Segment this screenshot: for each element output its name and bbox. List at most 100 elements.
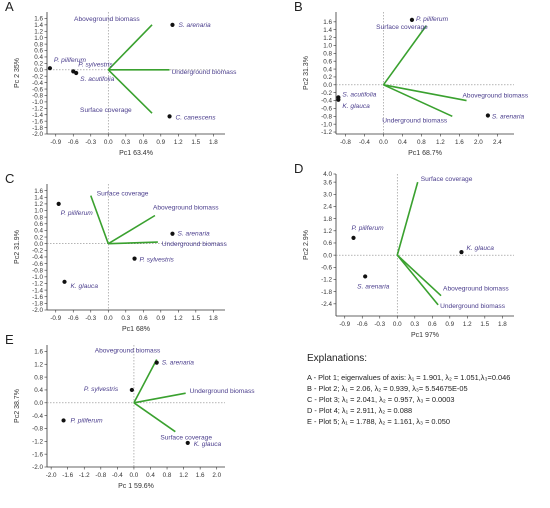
- x-tick-label: 0.0: [393, 321, 402, 328]
- x-tick-label: -0.9: [339, 321, 350, 328]
- y-tick-label: 0.2: [323, 74, 332, 81]
- panel-b-letter: B: [294, 0, 303, 14]
- vector-line: [107, 69, 153, 114]
- y-tick-label: 1.6: [34, 188, 43, 195]
- y-tick-label: -1.2: [32, 106, 43, 113]
- x-tick-label: -0.8: [95, 472, 106, 479]
- vector-line: [383, 84, 467, 102]
- data-point: [459, 250, 464, 255]
- y-tick-label: -1.2: [321, 129, 332, 136]
- y-tick-label: 1.4: [34, 194, 43, 201]
- vector-line: [133, 359, 158, 404]
- x-tick-label: 0.9: [156, 139, 165, 146]
- y-tick-label: 0.0: [34, 400, 43, 407]
- point-label: P. sylvestris: [84, 386, 119, 393]
- y-tick-label: -0.8: [32, 426, 43, 433]
- y-tick-label: 1.2: [323, 35, 332, 42]
- vector-label: Aboveground biomass: [153, 205, 219, 212]
- y-tick-label: 3.6: [323, 179, 332, 186]
- x-axis-title: Pc1 97%: [411, 332, 439, 339]
- x-tick-label: -0.4: [359, 139, 370, 146]
- vector-label: Surface coverage: [160, 435, 212, 442]
- data-point: [62, 279, 67, 284]
- vector-line: [382, 25, 427, 86]
- explanations-title: Explanations:: [307, 353, 367, 364]
- point-label: P. sylvestris: [140, 257, 175, 264]
- x-tick-label: -0.6: [68, 315, 79, 322]
- y-tick-label: -1.2: [32, 281, 43, 288]
- x-tick-label: 1.2: [174, 139, 183, 146]
- y-tick-label: 0.6: [34, 221, 43, 228]
- y-tick-label: 0.8: [34, 374, 43, 381]
- data-point: [336, 97, 341, 102]
- explanation-line-b: B - Plot 2; λ₁ = 2.06, λ₂ = 0.939, λ₃= 5…: [307, 384, 468, 393]
- y-tick-label: -2.0: [32, 307, 43, 314]
- x-tick-label: 2.0: [474, 139, 483, 146]
- explanations-block: Explanations: A - Plot 1; eigenvalues of…: [307, 353, 510, 426]
- y-tick-label: 1.2: [34, 201, 43, 208]
- y-tick-label: -0.6: [32, 86, 43, 93]
- y-tick-label: -1.0: [32, 99, 43, 106]
- y-tick-label: 1.2: [34, 28, 43, 35]
- y-tick-label: 0.8: [323, 51, 332, 58]
- data-point: [154, 360, 159, 365]
- data-point: [363, 274, 368, 279]
- x-tick-label: -0.3: [85, 315, 96, 322]
- point-label: P. piliferum: [54, 57, 87, 64]
- point-label: P. piliferum: [71, 417, 104, 424]
- y-tick-label: -1.0: [321, 121, 332, 128]
- y-tick-label: 0.6: [323, 58, 332, 65]
- y-tick-label: -0.4: [32, 413, 43, 420]
- y-tick-label: 0.0: [323, 82, 332, 89]
- y-tick-label: -0.8: [32, 267, 43, 274]
- y-tick-label: 1.4: [34, 22, 43, 29]
- x-tick-label: 1.6: [455, 139, 464, 146]
- vector-label: Underground biomass: [382, 117, 448, 124]
- x-tick-label: 0.0: [104, 139, 113, 146]
- x-tick-label: 0.9: [156, 315, 165, 322]
- y-tick-label: 1.2: [34, 361, 43, 368]
- x-tick-label: 0.9: [445, 321, 454, 328]
- x-axis-title: Pc1 68.7%: [408, 150, 442, 157]
- panel-d-letter: D: [294, 161, 303, 176]
- y-axis-title: Pc2 31.9%: [14, 230, 21, 264]
- y-tick-label: 3.0: [323, 191, 332, 198]
- x-tick-label: 0.0: [104, 315, 113, 322]
- x-tick-label: 0.0: [379, 139, 388, 146]
- y-axis-title: Pc 2 35%: [14, 58, 21, 88]
- data-point: [170, 231, 175, 236]
- panel-b: B-0.8 -0.4 0.0 0.4 0.8 1.2 1.6 2.0 2.4-1.2-1.0-0…: [294, 0, 529, 157]
- y-tick-label: -0.6: [321, 106, 332, 113]
- y-tick-label: 0.8: [34, 214, 43, 221]
- point-label: S. arenaria: [492, 114, 525, 121]
- x-tick-label: -0.9: [50, 315, 61, 322]
- point-label: K. glauca: [71, 283, 99, 290]
- vector-line: [396, 181, 419, 256]
- data-point: [167, 114, 172, 119]
- x-tick-label: 0.6: [139, 139, 148, 146]
- data-point: [485, 113, 490, 118]
- x-tick-label: 0.8: [417, 139, 426, 146]
- vector-line: [133, 402, 176, 433]
- x-tick-label: -0.3: [85, 139, 96, 146]
- x-tick-label: 1.8: [209, 139, 218, 146]
- vector-label: Aboveground biomass: [463, 93, 529, 100]
- x-tick-label: 0.4: [146, 472, 155, 479]
- x-tick-label: 2.0: [212, 472, 221, 479]
- data-point: [132, 256, 137, 261]
- panel-e: E -2.0 -1.6 -1.2 -0.8 -0.4 0.0 0.4 0.8 1.2 1.6 2.0 -…: [5, 332, 255, 490]
- vector-label: Surface coverage: [376, 24, 428, 31]
- point-label: P. piliferum: [416, 16, 449, 23]
- x-tick-label: 1.5: [191, 315, 200, 322]
- x-tick-label: 1.2: [463, 321, 472, 328]
- y-tick-label: 1.4: [323, 27, 332, 34]
- point-label: S. arenaria: [357, 283, 390, 290]
- y-tick-label: 1.8: [323, 216, 332, 223]
- explanation-line-a: A - Plot 1; eigenvalues of axis: λ₁ = 1.…: [307, 373, 510, 382]
- y-tick-label: -1.2: [32, 439, 43, 446]
- y-tick-label: -0.8: [32, 93, 43, 100]
- data-point: [409, 17, 415, 22]
- x-tick-label: 1.2: [436, 139, 445, 146]
- point-label: S. acutifolia: [80, 76, 114, 83]
- x-tick-label: -0.3: [374, 321, 385, 328]
